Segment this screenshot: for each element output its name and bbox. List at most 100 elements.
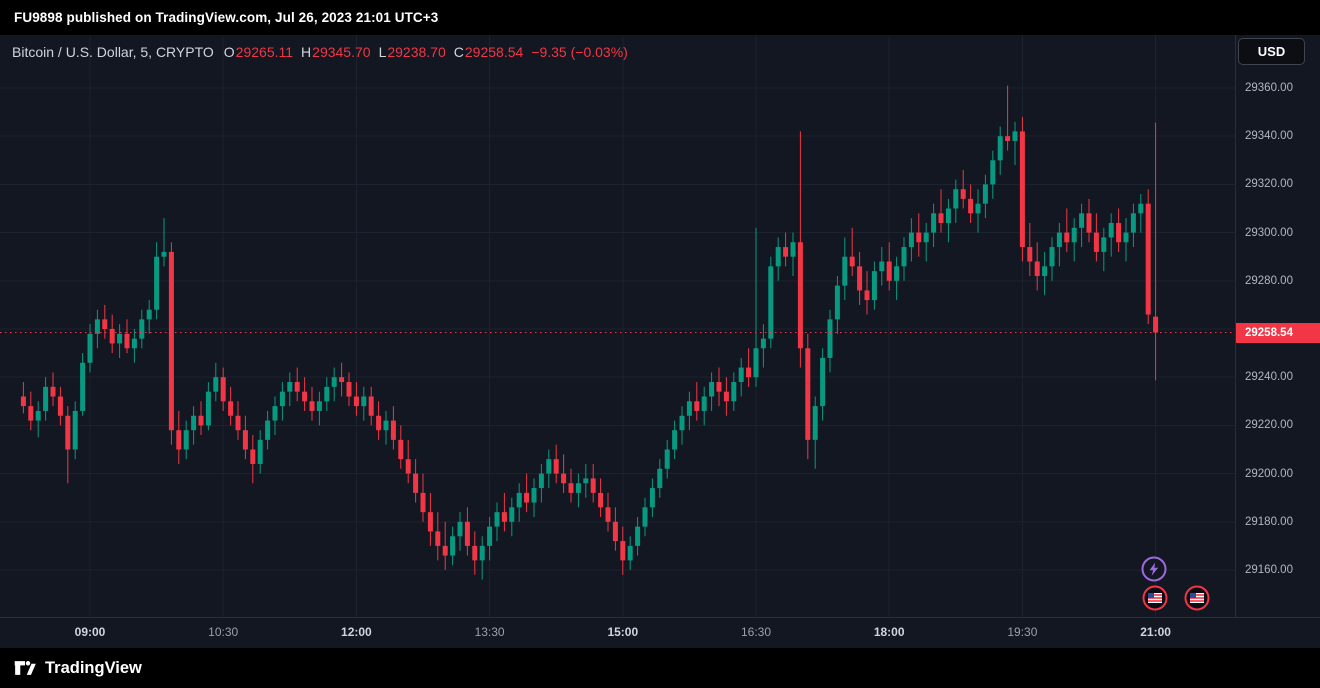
ohlc-readout: O 29265.11 H 29345.70 L 29238.70 C 29258.54 …: [224, 44, 628, 60]
tradingview-logo-text: TradingView: [45, 658, 142, 677]
candle-body: [783, 247, 789, 257]
candle-body: [672, 430, 678, 450]
time-axis-label: 15:00: [607, 625, 639, 639]
time-axis-label: 21:00: [1140, 625, 1171, 639]
candle-body: [760, 338, 766, 349]
candle-body: [938, 213, 944, 223]
candle-body: [494, 512, 500, 527]
candle-body: [154, 256, 160, 310]
candle-body: [316, 401, 322, 411]
candle-body: [109, 329, 115, 344]
candle-body: [242, 430, 248, 450]
candle-body: [87, 333, 93, 363]
price-axis-label: 29200.00: [1245, 467, 1293, 480]
symbol-legend[interactable]: Bitcoin / U.S. Dollar, 5, CRYPTO O 29265.…: [12, 44, 628, 60]
candle-body: [842, 256, 848, 286]
low-value: 29238.70: [387, 44, 446, 60]
candle-body: [553, 459, 559, 474]
candle-body: [272, 406, 278, 421]
candle-body: [220, 377, 226, 402]
candle-body: [894, 266, 900, 281]
candle-body: [1086, 213, 1092, 233]
time-axis-label: 16:30: [740, 625, 772, 639]
candle-body: [568, 483, 574, 493]
candle-body: [50, 386, 56, 397]
candle-body: [1042, 266, 1048, 276]
candle-body: [1079, 213, 1085, 228]
candle-body: [916, 232, 922, 243]
candle-body: [383, 420, 389, 431]
candle-body: [398, 439, 404, 460]
candle-body: [775, 247, 781, 267]
candle-body: [812, 406, 818, 440]
candle-body: [716, 382, 722, 392]
symbol-title[interactable]: Bitcoin / U.S. Dollar, 5, CRYPTO: [12, 44, 214, 60]
candle-body: [324, 386, 330, 402]
candle-body: [524, 492, 530, 503]
us-flag-icon[interactable]: [1142, 585, 1168, 611]
candle-body: [694, 401, 700, 411]
candle-body: [797, 242, 803, 349]
chart-panel[interactable]: Bitcoin / U.S. Dollar, 5, CRYPTO O 29265.…: [0, 35, 1320, 648]
candle-body: [531, 488, 537, 503]
candle-body: [931, 213, 937, 233]
time-axis[interactable]: 09:00 10:30 12:00 13:30 15:00 16:30 18:00 19:30…: [0, 617, 1320, 648]
candle-body: [1071, 227, 1077, 243]
candle-body: [975, 203, 981, 214]
price-axis-label: 29240.00: [1245, 371, 1293, 384]
candle-body: [131, 338, 137, 349]
candle-body: [80, 362, 86, 411]
time-axis-label: 12:00: [341, 625, 372, 639]
candle-body: [43, 386, 49, 411]
candle-body: [834, 285, 840, 320]
time-axis-label: 19:30: [1007, 625, 1038, 639]
candle-body: [464, 521, 470, 546]
candle-body: [620, 541, 626, 561]
candle-body: [738, 367, 744, 383]
candle-body: [279, 391, 285, 407]
high-value: 29345.70: [312, 44, 371, 60]
publish-bar: FU9898 published on TradingView.com, Jul…: [0, 0, 1320, 35]
candle-body: [1034, 261, 1040, 276]
candle-body: [265, 420, 271, 440]
candle-body: [1027, 247, 1033, 262]
candle-body: [561, 473, 567, 484]
candle-body: [117, 333, 123, 344]
candle-body: [361, 396, 367, 407]
candle-body: [487, 526, 493, 546]
us-flag-icon[interactable]: [1184, 585, 1210, 611]
candle-body: [183, 430, 189, 450]
close-label: C: [453, 44, 464, 60]
candle-body: [405, 459, 411, 474]
open-label: O: [223, 44, 235, 60]
tradingview-logo[interactable]: TradingView: [13, 657, 142, 679]
candle-body: [1101, 237, 1107, 252]
currency-button[interactable]: USD: [1238, 38, 1305, 65]
flash-icon[interactable]: [1141, 556, 1167, 582]
candle-body: [213, 377, 219, 392]
candle-body: [450, 536, 456, 556]
tradingview-logo-icon: [13, 657, 37, 679]
candle-body: [257, 439, 263, 464]
candle-body: [191, 415, 197, 431]
candle-body: [124, 333, 130, 349]
candle-body: [1130, 213, 1136, 233]
candle-body: [546, 459, 552, 474]
candle-body: [228, 401, 234, 416]
candle-body: [753, 348, 759, 378]
candle-body: [1153, 316, 1159, 333]
candle-body: [1116, 222, 1122, 243]
candle-body: [302, 391, 308, 402]
candle-body: [664, 449, 670, 469]
candle-body: [139, 319, 145, 339]
candle-body: [679, 415, 685, 431]
price-axis[interactable]: 29360.00 29340.00 29320.00 29300.00 29280.00…: [1235, 35, 1320, 618]
candle-body: [746, 367, 752, 378]
candle-body: [72, 410, 78, 450]
current-price-tag: 29258.54: [1236, 322, 1320, 343]
candle-body: [1056, 232, 1062, 248]
candlestick-chart[interactable]: [0, 35, 1236, 648]
candle-body: [657, 468, 663, 489]
candle-body: [479, 545, 485, 561]
candle-body: [168, 251, 174, 431]
